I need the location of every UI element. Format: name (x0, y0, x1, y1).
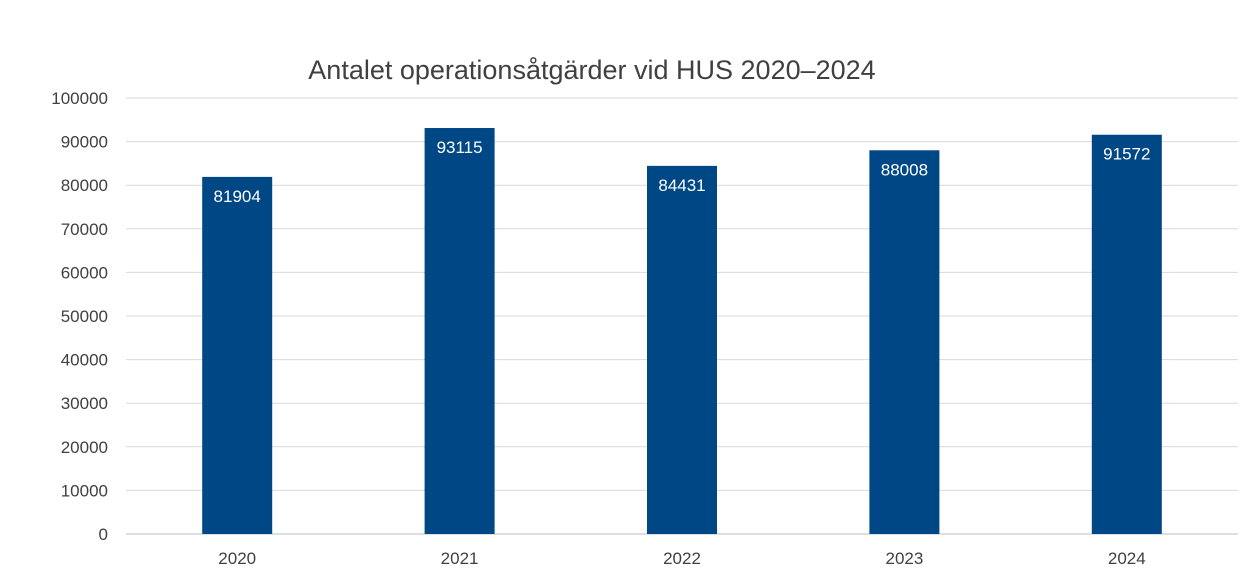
y-tick-label: 60000 (61, 263, 108, 282)
data-label: 88008 (881, 160, 928, 179)
data-label: 91572 (1103, 145, 1150, 164)
bars (202, 128, 1162, 534)
data-label: 93115 (437, 138, 483, 157)
bar (424, 128, 495, 534)
y-tick-label: 0 (99, 525, 108, 544)
y-tick-label: 90000 (61, 133, 108, 152)
x-axis-tick-labels: 2020 2021 2022 2023 2024 (218, 549, 1145, 568)
bar (202, 176, 273, 534)
x-tick-label: 2021 (441, 549, 479, 568)
data-label: 84431 (658, 176, 705, 195)
bar (1091, 134, 1162, 534)
x-tick-label: 2022 (663, 549, 701, 568)
y-tick-label: 80000 (61, 176, 108, 195)
y-tick-label: 100000 (51, 89, 108, 108)
y-tick-label: 70000 (61, 220, 108, 239)
y-tick-label: 40000 (61, 351, 108, 370)
data-label: 81904 (214, 187, 261, 206)
data-labels: 81904 93115 84431 88008 91572 (214, 138, 1151, 206)
chart-title: Antalet operationsåtgärder vid HUS 2020–… (308, 55, 875, 85)
y-tick-label: 10000 (61, 481, 108, 500)
y-axis-tick-labels: 0 10000 20000 30000 40000 50000 60000 70000 8000… (51, 89, 108, 544)
y-tick-label: 50000 (61, 307, 108, 326)
x-tick-label: 2023 (885, 549, 923, 568)
x-tick-label: 2020 (218, 549, 256, 568)
bar (647, 165, 717, 534)
bar (869, 150, 940, 534)
x-tick-label: 2024 (1108, 549, 1146, 568)
y-tick-label: 20000 (61, 438, 108, 457)
y-tick-label: 30000 (61, 394, 108, 413)
